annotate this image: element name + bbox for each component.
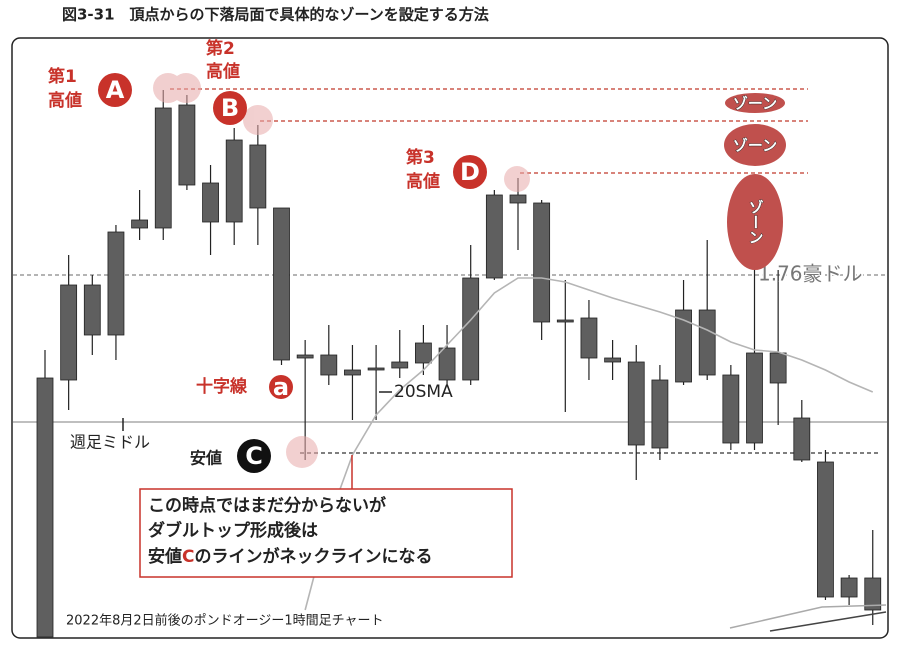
candle-body bbox=[178, 104, 196, 186]
candle-body bbox=[296, 354, 314, 359]
zone bbox=[724, 124, 786, 166]
candle-body bbox=[60, 284, 78, 381]
label-badge bbox=[213, 91, 247, 125]
candle-body bbox=[225, 139, 243, 223]
candle-body bbox=[580, 317, 598, 359]
annotation: A bbox=[106, 76, 125, 104]
candle-body bbox=[154, 107, 172, 229]
callout-text: 安値Cのラインがネックラインになる bbox=[148, 546, 432, 567]
candle-body bbox=[107, 231, 125, 336]
annotation: B bbox=[221, 94, 239, 122]
candle-body bbox=[344, 369, 361, 376]
chart-title: 図3-31 頂点からの下落局面で具体的なゾーンを設定する方法 bbox=[62, 6, 489, 24]
candle-body bbox=[698, 309, 716, 376]
footnote: 2022年8月2日前後のポンドオージー1時間足チャート bbox=[66, 613, 384, 629]
candle-body bbox=[746, 352, 763, 444]
annotation: 高値 bbox=[206, 61, 240, 82]
annotation: 高値 bbox=[406, 171, 440, 192]
annotation: 安値 bbox=[190, 449, 222, 468]
callout-text: ダブルトップ形成後は bbox=[148, 520, 318, 541]
highlight bbox=[504, 166, 530, 192]
callout-text: のラインがネックラインになる bbox=[194, 546, 432, 567]
candle-body bbox=[533, 202, 551, 323]
candle-body bbox=[414, 342, 432, 364]
zone-label: ゾーン bbox=[747, 200, 765, 245]
candle-body bbox=[722, 374, 740, 444]
annotation: 第3 bbox=[405, 147, 435, 168]
annotation: a bbox=[273, 373, 289, 401]
callout-text: この時点ではまだ分からないが bbox=[148, 495, 386, 516]
candle-body bbox=[83, 284, 101, 336]
candle-body bbox=[438, 347, 456, 381]
candle-body bbox=[627, 361, 645, 446]
candle-body bbox=[864, 577, 882, 611]
annotation: 第1 bbox=[47, 66, 77, 87]
callout-text: 安値 bbox=[148, 546, 182, 567]
candle-body bbox=[36, 377, 54, 638]
candle-body bbox=[320, 354, 338, 376]
candle-body bbox=[604, 357, 621, 363]
plot-area bbox=[13, 88, 887, 638]
candle-body bbox=[817, 461, 834, 598]
candle-body bbox=[249, 144, 267, 209]
annotation: 高値 bbox=[48, 90, 82, 111]
candle-body bbox=[485, 194, 503, 279]
zone-label: ゾーン bbox=[733, 137, 777, 155]
sma-label: 20SMA bbox=[394, 382, 453, 402]
highlight bbox=[171, 73, 201, 103]
label-badge bbox=[98, 73, 132, 107]
zone bbox=[725, 93, 785, 113]
highlight bbox=[286, 436, 318, 468]
candle-body bbox=[556, 319, 574, 323]
label-badge bbox=[453, 155, 487, 189]
candle-body bbox=[202, 182, 219, 223]
candle-body bbox=[769, 352, 787, 384]
candle-body bbox=[509, 194, 527, 204]
other-ma bbox=[769, 611, 887, 632]
candle-body bbox=[131, 219, 149, 229]
other-ma bbox=[729, 604, 887, 629]
level-label: 週足ミドル bbox=[70, 433, 150, 452]
candle-body bbox=[391, 361, 409, 369]
callout-box bbox=[139, 488, 513, 578]
callout-text: C bbox=[182, 547, 194, 567]
candle-body bbox=[840, 577, 858, 598]
annotation: C bbox=[245, 442, 263, 470]
zone bbox=[727, 174, 783, 270]
highlight bbox=[243, 105, 273, 135]
highlight-circles bbox=[153, 73, 530, 468]
annotation: 第2 bbox=[205, 38, 235, 59]
label-badge bbox=[237, 439, 271, 473]
candle-body bbox=[462, 277, 480, 381]
candle-body bbox=[273, 207, 290, 361]
level-label: 1.76豪ドル bbox=[758, 262, 863, 286]
candle-body bbox=[675, 309, 692, 383]
label-badge bbox=[269, 375, 293, 399]
sma-line bbox=[304, 277, 874, 611]
candle-body bbox=[793, 417, 811, 461]
annotation: 十字線 bbox=[196, 376, 248, 397]
candle-body bbox=[651, 379, 669, 449]
zone-label: ゾーン bbox=[733, 95, 777, 113]
candle-body bbox=[367, 367, 385, 371]
annotation: D bbox=[460, 158, 480, 186]
